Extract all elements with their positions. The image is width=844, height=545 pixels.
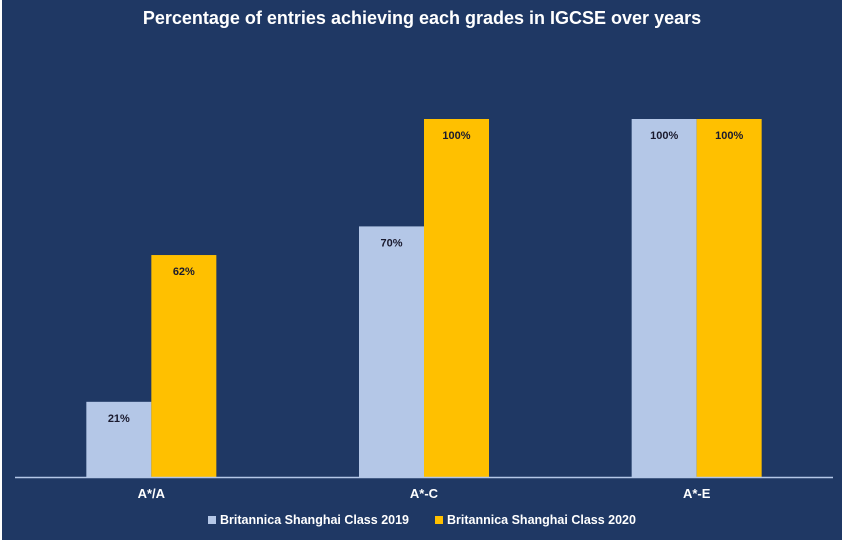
x-tick-label: A*-E: [683, 486, 711, 501]
x-tick-label: A*/A: [138, 486, 166, 501]
bar-1-0: [359, 226, 424, 477]
legend: Britannica Shanghai Class 2019 Britannic…: [2, 513, 842, 527]
bar-2-1: [696, 119, 762, 477]
legend-swatch-2019: [208, 516, 217, 524]
bar-0-0: [86, 401, 152, 477]
legend-item-2019: Britannica Shanghai Class 2019: [208, 513, 409, 527]
bar-1-1: [424, 119, 489, 477]
data-label: 70%: [380, 237, 402, 249]
data-label: 62%: [173, 266, 195, 278]
bar-2-0: [631, 119, 697, 477]
chart-title: Percentage of entries achieving each gra…: [142, 8, 702, 28]
x-tick-label: A*-C: [410, 486, 439, 501]
data-label: 100%: [715, 130, 743, 142]
data-label: 100%: [442, 130, 470, 142]
data-label: 21%: [108, 413, 130, 425]
legend-item-2020: Britannica Shanghai Class 2020: [435, 513, 636, 527]
legend-label-2019: Britannica Shanghai Class 2019: [220, 513, 409, 527]
legend-label-2020: Britannica Shanghai Class 2020: [447, 513, 636, 527]
plot-area: 21% 62% A*/A 70% 100% A*-C 100% 100% A*-E: [15, 119, 833, 501]
data-label: 100%: [650, 130, 678, 142]
bar-0-1: [151, 255, 217, 477]
legend-swatch-2020: [435, 516, 443, 524]
